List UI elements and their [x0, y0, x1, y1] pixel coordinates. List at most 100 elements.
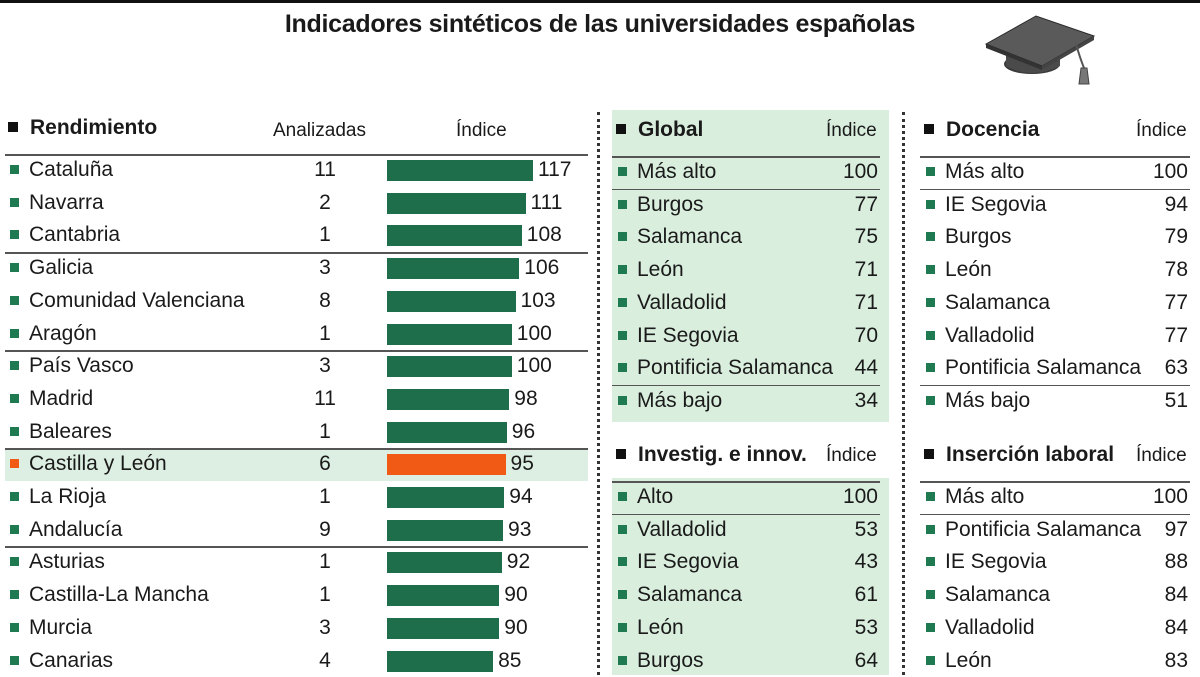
item-label-text: Salamanca: [945, 291, 1050, 314]
bar: [387, 356, 512, 377]
item-label: Más alto: [618, 160, 716, 184]
row-label: Andalucía: [10, 518, 122, 542]
row-label-text: Cataluña: [29, 158, 113, 181]
item-label: Más alto: [926, 160, 1024, 184]
graduation-cap-icon: [984, 14, 1096, 90]
bar: [387, 651, 493, 672]
row-analizadas: 1: [305, 550, 345, 574]
row-label-text: Canarias: [29, 649, 113, 672]
bar-value-label: 92: [507, 550, 530, 574]
row-label: Cataluña: [10, 158, 113, 182]
item-value: 94: [1138, 193, 1188, 217]
row-separator: [5, 350, 588, 352]
item-label: IE Segovia: [926, 193, 1047, 217]
row-marker-icon: [618, 557, 627, 566]
item-value: 71: [828, 258, 878, 282]
item-value: 84: [1138, 583, 1188, 607]
item-label: Más alto: [926, 485, 1024, 509]
row-marker-icon: [618, 623, 627, 632]
row-separator: [920, 514, 1190, 516]
col-indice: Índice: [456, 120, 507, 154]
row-separator: [920, 385, 1190, 387]
row-marker-icon: [618, 298, 627, 307]
rendimiento-header: Rendimiento: [8, 116, 157, 150]
list-item: Salamanca 75: [618, 221, 878, 254]
row-separator: [920, 481, 1190, 483]
item-value: 64: [828, 649, 878, 673]
item-value: 63: [1138, 356, 1188, 380]
item-value: 44: [828, 356, 878, 380]
column-divider: [597, 112, 600, 675]
item-label-text: Valladolid: [945, 616, 1035, 639]
row-marker-icon: [618, 265, 627, 274]
row-marker-icon: [926, 623, 935, 632]
item-label: Alto: [618, 485, 673, 509]
item-label-text: Burgos: [637, 193, 704, 216]
bar-value-label: 111: [531, 191, 563, 215]
row-marker-icon: [10, 361, 19, 370]
row-marker-icon: [10, 329, 19, 338]
row-label-text: Asturias: [29, 550, 105, 573]
item-value: 84: [1138, 616, 1188, 640]
item-label-text: Valladolid: [945, 324, 1035, 347]
row-label: Canarias: [10, 649, 113, 673]
bar: [387, 291, 516, 312]
row-label-text: Cantabria: [29, 223, 120, 246]
item-label-text: Salamanca: [637, 225, 742, 248]
item-label-text: IE Segovia: [945, 193, 1047, 216]
row-marker-icon: [10, 263, 19, 272]
item-label: Valladolid: [618, 291, 727, 315]
row-marker-icon: [10, 557, 19, 566]
list-item: León 71: [618, 254, 878, 287]
row-label-text: Aragón: [29, 322, 97, 345]
bar: [387, 585, 499, 606]
bar: [387, 160, 533, 181]
row-label-text: Murcia: [29, 616, 92, 639]
bar: [387, 193, 526, 214]
item-value: 43: [828, 550, 878, 574]
investig-title: Investig. e innov.: [638, 443, 807, 466]
bar-value-label: 108: [527, 223, 562, 247]
row-separator: [612, 385, 880, 387]
item-label-text: IE Segovia: [637, 324, 739, 347]
global-title: Global: [638, 118, 703, 141]
row-label-text: Andalucía: [29, 518, 122, 541]
row-marker-icon: [618, 396, 627, 405]
bar: [387, 389, 509, 410]
row-marker-icon: [618, 363, 627, 372]
row-marker-icon: [618, 232, 627, 241]
global-header: Global: [616, 118, 703, 142]
row-analizadas: 1: [305, 583, 345, 607]
list-item: Burgos 64: [618, 645, 878, 677]
row-marker-icon: [926, 265, 935, 274]
header-square-icon: [924, 124, 934, 134]
docencia-header: Docencia: [924, 118, 1039, 142]
bar-value-label: 95: [511, 452, 534, 476]
bar-value-label: 96: [512, 420, 535, 444]
item-label: Burgos: [618, 649, 704, 673]
item-value: 75: [828, 225, 878, 249]
row-analizadas: 11: [305, 158, 345, 182]
item-label: León: [618, 258, 684, 282]
row-separator: [5, 154, 588, 156]
row-marker-icon: [926, 656, 935, 665]
row-marker-icon: [926, 331, 935, 340]
row-marker-icon: [618, 331, 627, 340]
item-value: 100: [1138, 485, 1188, 509]
item-label: León: [618, 616, 684, 640]
row-marker-icon: [926, 590, 935, 599]
row-label-text: Navarra: [29, 191, 104, 214]
item-label: Más bajo: [926, 389, 1030, 413]
row-marker-icon: [926, 492, 935, 501]
